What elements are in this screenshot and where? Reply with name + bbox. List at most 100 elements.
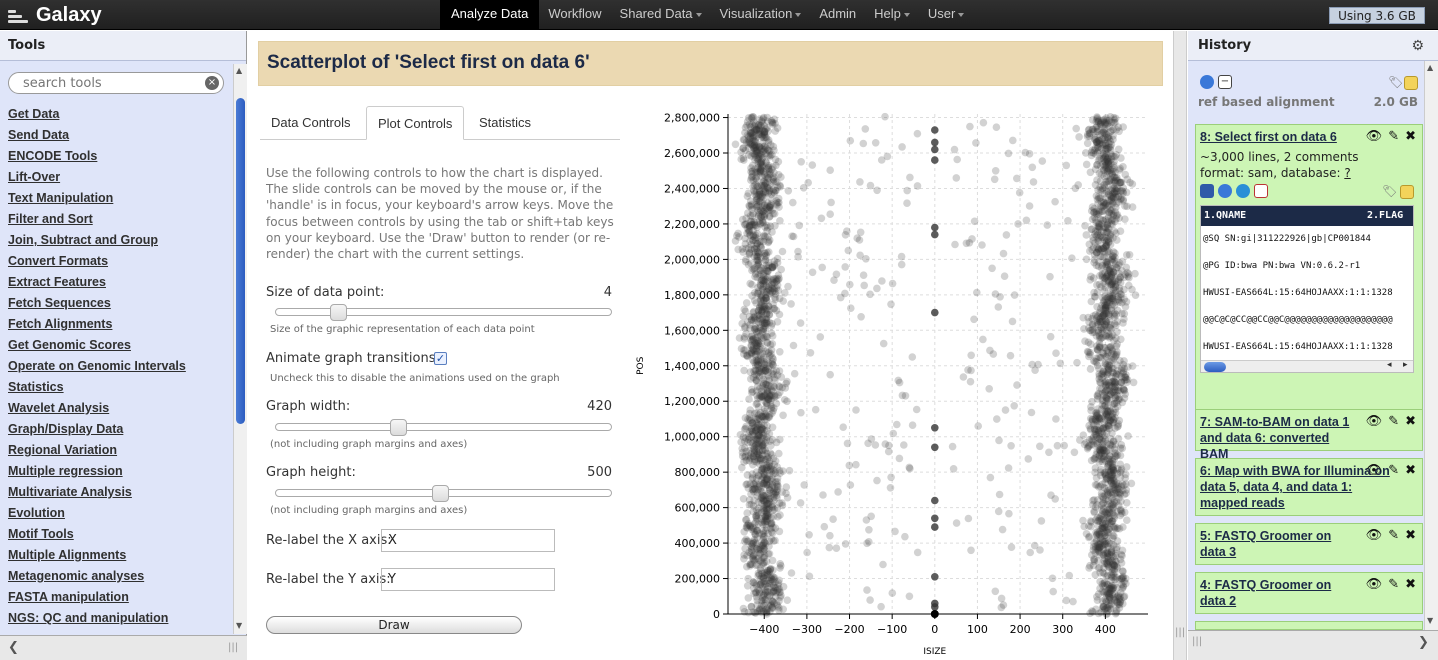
animate-checkbox[interactable]: ✓ — [434, 352, 447, 365]
collapse-right-icon[interactable]: ❯ — [1418, 635, 1429, 650]
tool-section-link[interactable]: Join, Subtract and Group — [8, 233, 159, 247]
data-point — [764, 277, 772, 286]
tool-section-link[interactable]: Fetch Sequences — [8, 296, 111, 310]
info-icon[interactable] — [1218, 184, 1232, 198]
tool-section-link[interactable]: Operate on Genomic Intervals — [8, 359, 186, 373]
dataset-title[interactable]: 4: FASTQ Groomer on data 2 — [1200, 578, 1332, 608]
gear-icon[interactable]: ⚙ — [1411, 38, 1424, 54]
pencil-icon[interactable]: ✎ — [1388, 414, 1400, 429]
eye-icon[interactable]: 👁 — [1365, 463, 1383, 478]
tool-section-link[interactable]: Fetch Alignments — [8, 317, 113, 331]
search-input[interactable] — [23, 75, 193, 91]
graph-height-slider[interactable] — [275, 485, 612, 502]
tool-section-link[interactable]: Multiple regression — [8, 464, 123, 478]
visualize-icon[interactable] — [1254, 184, 1268, 198]
scroll-down-icon[interactable]: ▼ — [236, 621, 243, 630]
tool-section-link[interactable]: Get Genomic Scores — [8, 338, 131, 352]
scroll-down-icon[interactable]: ▼ — [1427, 616, 1434, 625]
tool-section-link[interactable]: Wavelet Analysis — [8, 401, 110, 415]
delete-icon[interactable]: ✖ — [1405, 577, 1416, 592]
tool-section-link[interactable]: Motif Tools — [8, 527, 74, 541]
save-icon[interactable] — [1200, 184, 1214, 198]
tool-section-link[interactable]: FASTA manipulation — [8, 590, 129, 604]
eye-icon[interactable]: 👁 — [1365, 577, 1383, 592]
nav-workflow[interactable]: Workflow — [539, 0, 610, 30]
tool-section-link[interactable]: Regional Variation — [8, 443, 118, 457]
dataset-title[interactable]: 5: FASTQ Groomer on data 3 — [1200, 529, 1332, 559]
eye-icon[interactable]: 👁 — [1365, 129, 1383, 144]
tool-section-link[interactable]: Evolution — [8, 506, 65, 520]
tool-section-link[interactable]: Extract Features — [8, 275, 106, 289]
nav-user[interactable]: User — [919, 0, 973, 30]
scroll-up-icon[interactable]: ▲ — [1427, 63, 1434, 72]
collapse-left-icon[interactable]: ❮ — [8, 640, 19, 655]
annotation-icon[interactable] — [1400, 185, 1414, 199]
tool-section-link[interactable]: ENCODE Tools — [8, 149, 98, 163]
refresh-icon[interactable] — [1200, 75, 1214, 89]
collapse-icon[interactable]: − — [1218, 75, 1232, 89]
graph-width-slider[interactable] — [275, 419, 612, 436]
quota-meter[interactable]: Using 3.6 GB — [1329, 7, 1425, 24]
pencil-icon[interactable]: ✎ — [1388, 577, 1400, 592]
pencil-icon[interactable]: ✎ — [1388, 528, 1400, 543]
tool-section-link[interactable]: Get Data — [8, 107, 60, 121]
slider-handle[interactable] — [330, 304, 347, 321]
delete-icon[interactable]: ✖ — [1405, 528, 1416, 543]
tool-section-link[interactable]: Text Manipulation — [8, 191, 114, 205]
y-axis-input[interactable]: Y — [381, 568, 555, 591]
dataset-title[interactable]: 8: Select first on data 6 — [1200, 130, 1337, 144]
tool-section-link[interactable]: Statistics — [8, 380, 64, 394]
tool-section-link[interactable]: Convert Formats — [8, 254, 109, 268]
tool-section-link[interactable]: Filter and Sort — [8, 212, 93, 226]
brand[interactable]: Galaxy — [6, 2, 102, 28]
tool-section-link[interactable]: Graph/Display Data — [8, 422, 124, 436]
pencil-icon[interactable]: ✎ — [1388, 463, 1400, 478]
data-point — [1111, 114, 1120, 123]
scroll-thumb[interactable] — [236, 98, 245, 424]
scroll-right-icon[interactable]: ▸ — [1403, 360, 1408, 370]
nav-visualization[interactable]: Visualization — [711, 0, 811, 30]
tab-statistics[interactable]: Statistics — [479, 115, 532, 130]
history-name[interactable]: ref based alignment — [1198, 95, 1335, 109]
nav-help[interactable]: Help — [865, 0, 919, 30]
annotation-icon[interactable] — [1404, 76, 1418, 90]
nav-shared-data[interactable]: Shared Data — [611, 0, 711, 30]
database-link[interactable]: ? — [1344, 166, 1351, 180]
delete-icon[interactable]: ✖ — [1405, 463, 1416, 478]
peek-scrollbar[interactable]: ◂ ▸ — [1201, 360, 1413, 372]
scroll-left-icon[interactable]: ◂ — [1387, 360, 1392, 370]
tool-section-link[interactable]: Multivariate Analysis — [8, 485, 132, 499]
center-scrollbar[interactable]: ||| — [1173, 31, 1187, 660]
delete-icon[interactable]: ✖ — [1405, 414, 1416, 429]
scroll-up-icon[interactable]: ▲ — [236, 66, 243, 75]
delete-icon[interactable]: ✖ — [1405, 129, 1416, 144]
history-scrollbar[interactable]: ▲ ▼ — [1424, 61, 1438, 630]
slider-handle[interactable] — [390, 419, 407, 436]
slider-handle[interactable] — [432, 485, 449, 502]
drag-handle-icon[interactable]: ||| — [228, 642, 239, 653]
tab-plot-controls[interactable]: Plot Controls — [366, 106, 465, 140]
tab-data-controls[interactable]: Data Controls — [271, 115, 351, 130]
dataset-title[interactable]: 7: SAM-to-BAM on data 1 and data 6: conv… — [1200, 415, 1350, 461]
x-axis-input[interactable]: X — [381, 529, 555, 552]
tool-section-link[interactable]: NGS: QC and manipulation — [8, 611, 169, 625]
tag-icon[interactable]: 🏷 — [1382, 184, 1398, 198]
eye-icon[interactable]: 👁 — [1365, 414, 1383, 429]
tool-section-link[interactable]: Metagenomic analyses — [8, 569, 145, 583]
nav-analyze-data[interactable]: Analyze Data — [440, 0, 540, 30]
tool-section-link[interactable]: Lift-Over — [8, 170, 61, 184]
point-size-slider[interactable] — [275, 304, 612, 321]
pencil-icon[interactable]: ✎ — [1388, 129, 1400, 144]
draw-button[interactable]: Draw — [266, 616, 522, 634]
peek-scroll-thumb[interactable] — [1204, 362, 1226, 372]
eye-icon[interactable]: 👁 — [1365, 528, 1383, 543]
tool-panel-scrollbar[interactable]: ▲ ▼ — [233, 64, 247, 634]
drag-handle-icon[interactable]: ||| — [1175, 627, 1186, 638]
nav-admin[interactable]: Admin — [810, 0, 865, 30]
tool-section-link[interactable]: Multiple Alignments — [8, 548, 127, 562]
tag-icon[interactable]: 🏷 — [1388, 75, 1404, 89]
tool-section-link[interactable]: Send Data — [8, 128, 70, 142]
drag-handle-icon[interactable]: ||| — [1192, 636, 1203, 647]
clear-search-icon[interactable]: × — [205, 76, 219, 90]
rerun-icon[interactable] — [1236, 184, 1250, 198]
